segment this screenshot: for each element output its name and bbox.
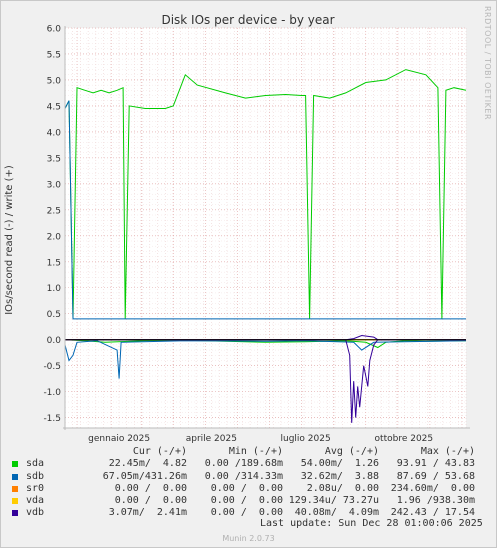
y-tick-labels: 6.0 5.5 5.0 4.5 4.0 3.5 3.0 2.5 2.0 1.5 1.0 0.5 0.0 -… — [43, 25, 61, 425]
chart-title: Disk IOs per device - by year — [161, 13, 334, 27]
legend-row: sda 22.45m/ 4.82 0.00 /189.68m 54.00m/ 1.26… — [12, 458, 492, 470]
legend-avg: 54.00m/ 1.26 — [300, 458, 379, 470]
legend-swatch — [12, 461, 18, 468]
last-update-text: Last update: Sun Dec 28 01:00:06 2025 — [260, 518, 483, 529]
y-tick-label: 6.0 — [47, 25, 62, 35]
y-tick-label: 1.5 — [47, 258, 61, 268]
y-tick-label: 3.0 — [47, 180, 62, 190]
y-tick-label: 0.5 — [47, 310, 61, 320]
legend-max: 242.43 / 17.54 — [390, 507, 475, 519]
legend-min: 0.00 / 0.00 — [210, 482, 283, 494]
x-tick-label: aprile 2025 — [186, 434, 237, 444]
series-sdb-write — [64, 100, 466, 320]
grid-lines — [64, 27, 467, 429]
legend-min: 0.00 / 0.00 — [210, 507, 283, 519]
legend-cur: 0.00 / 0.00 — [114, 495, 187, 507]
legend-swatch — [12, 498, 18, 505]
y-tick-label: 3.5 — [47, 154, 61, 164]
y-tick-label: 1.0 — [47, 284, 62, 294]
y-tick-label: 5.0 — [47, 76, 62, 86]
y-tick-label: -0.5 — [43, 362, 61, 372]
legend-row: sdb 67.05m/431.26m 0.00 /314.33m 32.62m/ 3.… — [12, 471, 492, 483]
y-axis-label: IOs/second read (-) / write (+) — [4, 165, 15, 315]
legend-cur: 67.05m/431.26m — [102, 470, 187, 482]
legend-max: 234.60m/ 0.00 — [390, 482, 475, 494]
legend-avg: 2.08u/ 0.00 — [306, 482, 379, 494]
header-avg: Avg (-/+) — [324, 446, 379, 457]
legend-series-name: sr0 — [26, 482, 45, 494]
y-tick-label: 0.0 — [47, 336, 62, 346]
legend-swatch — [12, 510, 18, 517]
legend-min: 0.00 /189.68m — [204, 458, 283, 470]
legend-series-name: sdb — [26, 470, 45, 482]
series-sda-read — [64, 339, 467, 349]
axes — [63, 26, 470, 430]
y-tick-label: 2.5 — [47, 206, 61, 216]
y-tick-label: -1.5 — [43, 414, 61, 424]
header-cur: Cur (-/+) — [132, 446, 187, 457]
legend-row: vdb 3.07m/ 2.41m 0.00 / 0.00 40.08m/ 4.09m 2… — [12, 507, 492, 519]
legend-max: 87.69 / 53.68 — [396, 470, 475, 482]
y-tick-label: 2.0 — [47, 232, 62, 242]
legend-series-name: sda — [26, 458, 45, 470]
legend-cur: 22.45m/ 4.82 — [108, 458, 187, 470]
legend-series-name: vda — [26, 495, 45, 507]
y-tick-label: -1.0 — [43, 388, 61, 398]
header-max: Max (-/+) — [420, 446, 475, 457]
series-sda-write — [64, 69, 467, 319]
munin-version: Munin 2.0.73 — [222, 534, 275, 543]
x-tick-label: luglio 2025 — [280, 434, 330, 444]
legend-header-row: Cur (-/+) Min (-/+) Avg (-/+) Max (-/+) — [12, 446, 492, 458]
series-sdb-read — [64, 340, 467, 379]
legend-swatch — [12, 473, 18, 480]
x-tick-label: gennaio 2025 — [88, 434, 150, 444]
legend-avg: 129.34u/ 73.27u — [288, 495, 379, 507]
legend-cur: 0.00 / 0.00 — [114, 482, 187, 494]
x-tick-label: ottobre 2025 — [375, 434, 434, 444]
legend-min: 0.00 / 0.00 — [210, 495, 283, 507]
x-tick-labels: gennaio 2025 aprile 2025 luglio 2025 ottobr… — [88, 434, 433, 444]
rrdtool-watermark: RRDTOOL / TOBI OETIKER — [483, 6, 492, 121]
legend-min: 0.00 /314.33m — [204, 470, 283, 482]
legend-max: 1.96 /938.30m — [396, 495, 475, 507]
legend-avg: 32.62m/ 3.88 — [300, 470, 379, 482]
legend-series-name: vdb — [26, 507, 45, 519]
series-vdb-read — [65, 339, 466, 423]
y-tick-label: 5.5 — [47, 50, 61, 60]
y-tick-label: 4.0 — [47, 128, 62, 138]
legend-cur: 3.07m/ 2.41m — [108, 507, 187, 519]
legend-row: sr0 0.00 / 0.00 0.00 / 0.00 2.08u/ 0.00 234.… — [12, 483, 492, 495]
y-tick-label: 4.5 — [47, 102, 61, 112]
legend-row: vda 0.00 / 0.00 0.00 / 0.00 129.34u/ 73.27u… — [12, 495, 492, 507]
legend-table: Cur (-/+) Min (-/+) Avg (-/+) Max (-/+) … — [12, 446, 492, 520]
header-min: Min (-/+) — [228, 446, 283, 457]
legend-max: 93.91 / 43.83 — [396, 458, 475, 470]
legend-avg: 40.08m/ 4.09m — [294, 507, 379, 519]
legend-swatch — [12, 485, 18, 492]
